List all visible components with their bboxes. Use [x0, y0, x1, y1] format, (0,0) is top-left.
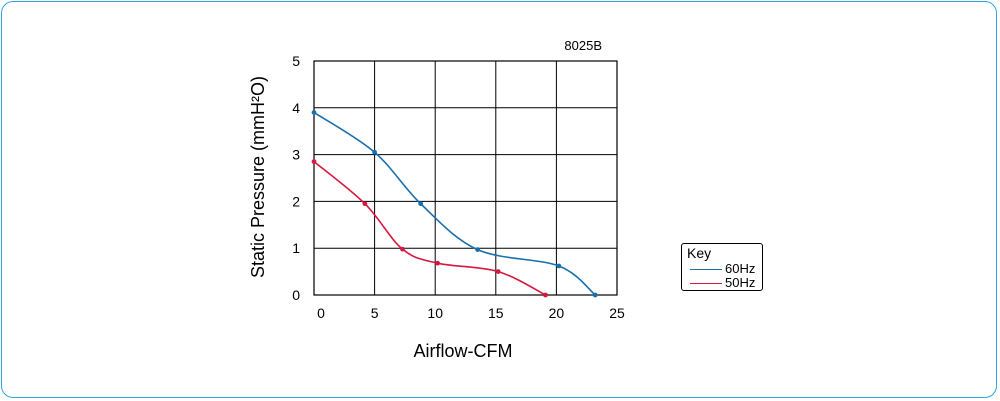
data-point-60hz [475, 247, 481, 253]
legend-label-50hz: 50Hz [725, 275, 756, 290]
data-point-60hz [418, 201, 424, 207]
data-point-50hz [311, 159, 317, 165]
y-tick-label: 0 [292, 287, 300, 303]
series-group [311, 110, 598, 298]
data-point-50hz [435, 260, 441, 266]
x-tick-label: 10 [427, 305, 443, 321]
series-line-60hz [313, 111, 596, 296]
legend-swatch-50hz [690, 283, 722, 284]
y-tick-label: 3 [292, 147, 300, 163]
model-label: 8025B [564, 38, 602, 53]
grid-lines [313, 60, 618, 296]
legend-item-60hz: 60Hz [690, 262, 760, 276]
data-point-50hz [400, 246, 405, 252]
y-tick-label: 2 [292, 193, 300, 209]
x-tick-label: 5 [371, 305, 379, 321]
y-tick-label: 1 [292, 240, 300, 256]
plot-area [313, 60, 618, 296]
x-tick-label: 0 [317, 305, 325, 321]
y-tick-label: 5 [292, 53, 300, 69]
x-tick-label: 20 [549, 305, 565, 321]
data-point-50hz [543, 292, 548, 298]
data-point-50hz [362, 201, 368, 207]
data-point-60hz [311, 110, 317, 115]
legend: Key 60Hz 50Hz [681, 243, 763, 291]
legend-title: Key [687, 245, 712, 261]
x-tick-label: 25 [609, 305, 625, 321]
x-tick-label: 15 [488, 305, 504, 321]
x-axis-label: Airflow-CFM [414, 341, 513, 361]
legend-item-50hz: 50Hz [690, 276, 760, 290]
data-point-50hz [495, 269, 501, 274]
y-axis-label: Static Pressure (mmH²O) [248, 76, 268, 278]
legend-label-60hz: 60Hz [725, 261, 756, 276]
y-tick-label: 4 [292, 100, 300, 116]
series-line-50hz [313, 161, 546, 296]
legend-swatch-60hz [690, 269, 722, 270]
data-point-60hz [592, 292, 598, 298]
data-point-60hz [556, 263, 562, 269]
data-point-60hz [372, 149, 377, 155]
tick-labels: 0 5 10 15 20 25 0 1 2 3 4 5 [292, 53, 625, 321]
